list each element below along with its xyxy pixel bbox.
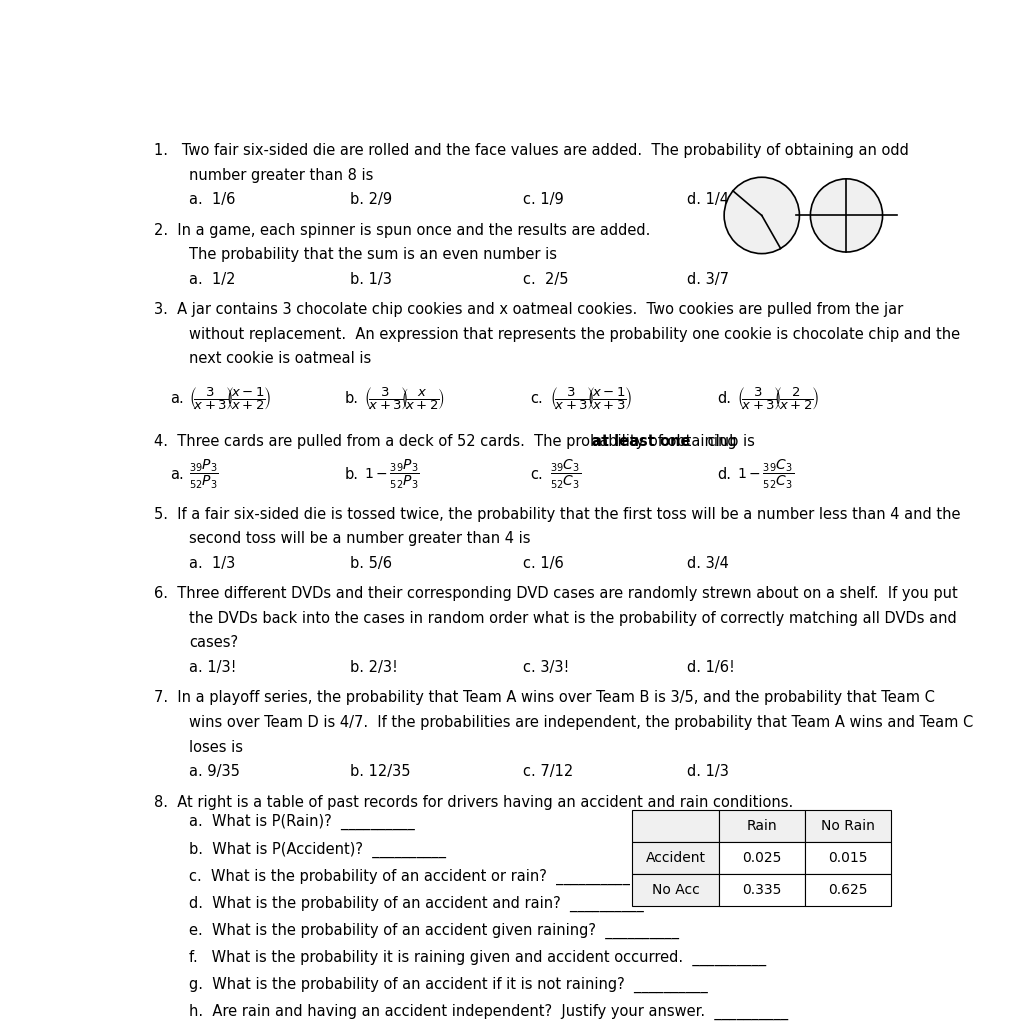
FancyBboxPatch shape — [718, 874, 804, 906]
Text: a.  What is P(Rain)?  __________: a. What is P(Rain)? __________ — [189, 814, 415, 831]
Text: c. 7/12: c. 7/12 — [522, 764, 572, 779]
Text: a. 1/3!: a. 1/3! — [189, 660, 237, 676]
Text: 2: 2 — [857, 224, 865, 239]
Text: 6.  Three different DVDs and their corresponding DVD cases are randomly strewn a: 6. Three different DVDs and their corres… — [154, 586, 956, 601]
Text: c. 1/6: c. 1/6 — [522, 556, 563, 571]
Text: Accident: Accident — [645, 851, 705, 865]
FancyBboxPatch shape — [718, 842, 804, 874]
Text: e.  What is the probability of an accident given raining?  __________: e. What is the probability of an acciden… — [189, 922, 678, 939]
Text: cases?: cases? — [189, 635, 239, 651]
Text: 2.  In a game, each spinner is spun once and the results are added.: 2. In a game, each spinner is spun once … — [154, 222, 650, 238]
Text: b. 12/35: b. 12/35 — [350, 764, 410, 779]
Text: b. 2/9: b. 2/9 — [350, 192, 392, 208]
Text: b.: b. — [344, 467, 358, 482]
Text: $\left(\!\dfrac{3}{x+3}\!\right)\!\!\!\left(\!\dfrac{x}{x+2}\!\right)$: $\left(\!\dfrac{3}{x+3}\!\right)\!\!\!\l… — [364, 385, 444, 412]
Circle shape — [724, 178, 799, 254]
Text: d.: d. — [717, 390, 730, 406]
FancyBboxPatch shape — [804, 842, 891, 874]
Text: No Rain: No Rain — [820, 819, 875, 834]
Text: d. 3/4: d. 3/4 — [686, 556, 729, 571]
Text: without replacement.  An expression that represents the probability one cookie i: without replacement. An expression that … — [189, 326, 959, 342]
Text: $1-\dfrac{{}_{39}C_{3}}{{}_{52}C_{3}}$: $1-\dfrac{{}_{39}C_{3}}{{}_{52}C_{3}}$ — [736, 459, 793, 492]
Text: number greater than 8 is: number greater than 8 is — [189, 167, 373, 183]
Text: a.  1/6: a. 1/6 — [189, 192, 236, 208]
Text: c. 1/9: c. 1/9 — [522, 192, 563, 208]
FancyBboxPatch shape — [804, 874, 891, 906]
Text: a.: a. — [170, 390, 183, 406]
Text: g.  What is the probability of an accident if it is not raining?  __________: g. What is the probability of an acciden… — [189, 976, 708, 993]
Text: The probability that the sum is an even number is: The probability that the sum is an even … — [189, 247, 557, 262]
Text: $1-\dfrac{{}_{39}P_{3}}{{}_{52}P_{3}}$: $1-\dfrac{{}_{39}P_{3}}{{}_{52}P_{3}}$ — [364, 459, 420, 492]
Text: d. 3/7: d. 3/7 — [686, 272, 729, 287]
FancyBboxPatch shape — [632, 842, 718, 874]
Text: 1.   Two fair six-sided die are rolled and the face values are added.  The proba: 1. Two fair six-sided die are rolled and… — [154, 143, 908, 158]
Text: c.: c. — [530, 467, 543, 482]
Text: 1: 1 — [773, 205, 783, 218]
Text: 0.015: 0.015 — [827, 851, 867, 865]
Text: second toss will be a number greater than 4 is: second toss will be a number greater tha… — [189, 531, 530, 546]
Text: d. 1/4: d. 1/4 — [686, 192, 729, 208]
Text: 3: 3 — [746, 190, 757, 206]
Text: c.: c. — [530, 390, 543, 406]
Text: b. 5/6: b. 5/6 — [350, 556, 391, 571]
Text: 6: 6 — [857, 192, 865, 207]
Text: d. 1/6!: d. 1/6! — [686, 660, 734, 676]
Text: a.  1/2: a. 1/2 — [189, 272, 236, 287]
FancyBboxPatch shape — [804, 810, 891, 842]
Text: 0.335: 0.335 — [741, 883, 780, 897]
Text: c.  2/5: c. 2/5 — [522, 272, 567, 287]
FancyBboxPatch shape — [632, 810, 718, 842]
Text: $\dfrac{{}_{39}P_{3}}{{}_{52}P_{3}}$: $\dfrac{{}_{39}P_{3}}{{}_{52}P_{3}}$ — [189, 459, 218, 492]
Text: b.: b. — [344, 390, 358, 406]
Text: at least one: at least one — [591, 434, 690, 449]
Text: No Acc: No Acc — [651, 883, 699, 897]
Circle shape — [810, 179, 882, 252]
FancyBboxPatch shape — [632, 874, 718, 906]
Text: h.  Are rain and having an accident independent?  Justify your answer.  ________: h. Are rain and having an accident indep… — [189, 1004, 788, 1020]
Text: c. 3/3!: c. 3/3! — [522, 660, 568, 676]
Text: 7.  In a playoff series, the probability that Team A wins over Team B is 3/5, an: 7. In a playoff series, the probability … — [154, 690, 934, 706]
Text: Rain: Rain — [746, 819, 776, 834]
Text: loses is: loses is — [189, 740, 243, 755]
Text: 8.  At right is a table of past records for drivers having an accident and rain : 8. At right is a table of past records f… — [154, 794, 793, 810]
Text: 0.625: 0.625 — [827, 883, 867, 897]
Text: b.  What is P(Accident)?  __________: b. What is P(Accident)? __________ — [189, 841, 446, 857]
Text: 5: 5 — [826, 192, 834, 207]
Text: c.  What is the probability of an accident or rain?  __________: c. What is the probability of an acciden… — [189, 869, 630, 884]
Text: wins over Team D is 4/7.  If the probabilities are independent, the probability : wins over Team D is 4/7. If the probabil… — [189, 715, 973, 730]
Text: $\left(\!\dfrac{3}{x+3}\!\right)\!\!\!\left(\!\dfrac{x-1}{x+2}\!\right)$: $\left(\!\dfrac{3}{x+3}\!\right)\!\!\!\l… — [189, 385, 271, 412]
Text: $\left(\!\dfrac{3}{x+3}\!\right)\!\!\!\left(\!\dfrac{x-1}{x+3}\!\right)$: $\left(\!\dfrac{3}{x+3}\!\right)\!\!\!\l… — [550, 385, 631, 412]
Text: next cookie is oatmeal is: next cookie is oatmeal is — [189, 351, 371, 367]
FancyBboxPatch shape — [718, 810, 804, 842]
Text: d. 1/3: d. 1/3 — [686, 764, 729, 779]
Text: 5.  If a fair six-sided die is tossed twice, the probability that the first toss: 5. If a fair six-sided die is tossed twi… — [154, 506, 959, 522]
Text: club is: club is — [703, 434, 754, 449]
Text: 0.025: 0.025 — [741, 851, 780, 865]
Text: a.  1/3: a. 1/3 — [189, 556, 236, 571]
Text: b. 1/3: b. 1/3 — [350, 272, 391, 287]
Text: $\left(\!\dfrac{3}{x+3}\!\right)\!\!\!\left(\!\dfrac{2}{x+2}\!\right)$: $\left(\!\dfrac{3}{x+3}\!\right)\!\!\!\l… — [736, 385, 818, 412]
Text: 3: 3 — [826, 224, 834, 239]
Text: a.: a. — [170, 467, 183, 482]
Text: a. 9/35: a. 9/35 — [189, 764, 240, 779]
Text: 4.  Three cards are pulled from a deck of 52 cards.  The probability of obtainin: 4. Three cards are pulled from a deck of… — [154, 434, 740, 449]
Text: f.   What is the probability it is raining given and accident occurred.  _______: f. What is the probability it is raining… — [189, 949, 765, 966]
Text: b. 2/3!: b. 2/3! — [350, 660, 397, 676]
Text: d.: d. — [717, 467, 730, 482]
Text: d.  What is the probability of an accident and rain?  __________: d. What is the probability of an acciden… — [189, 896, 643, 912]
Text: the DVDs back into the cases in random order what is the probability of correctl: the DVDs back into the cases in random o… — [189, 611, 956, 626]
Text: $\dfrac{{}_{39}C_{3}}{{}_{52}C_{3}}$: $\dfrac{{}_{39}C_{3}}{{}_{52}C_{3}}$ — [550, 459, 580, 492]
Text: 3.  A jar contains 3 chocolate chip cookies and x oatmeal cookies.  Two cookies : 3. A jar contains 3 chocolate chip cooki… — [154, 302, 902, 317]
Text: 4: 4 — [742, 226, 751, 240]
